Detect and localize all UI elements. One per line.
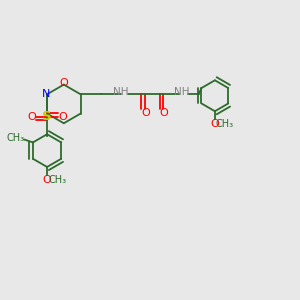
Text: O: O	[27, 112, 36, 122]
Text: O: O	[211, 119, 219, 129]
Text: O: O	[59, 78, 68, 88]
Text: NH: NH	[174, 87, 189, 97]
Text: O: O	[43, 175, 51, 185]
Text: O: O	[58, 112, 67, 122]
Text: CH₃: CH₃	[48, 175, 67, 185]
Text: NH: NH	[113, 87, 128, 97]
Text: N: N	[41, 89, 50, 99]
Text: CH₃: CH₃	[215, 119, 233, 129]
Text: O: O	[159, 108, 168, 118]
Text: S: S	[42, 110, 52, 123]
Text: CH₃: CH₃	[7, 133, 25, 143]
Text: O: O	[141, 108, 150, 118]
